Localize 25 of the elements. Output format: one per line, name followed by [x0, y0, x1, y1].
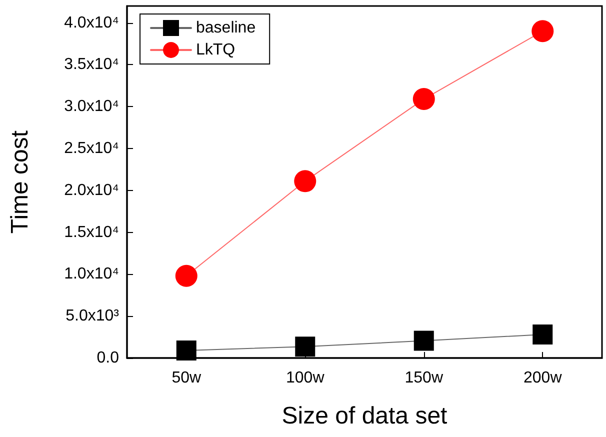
y-axis-title: Time cost	[6, 130, 34, 234]
y-tick-label: 3.5x10⁴	[64, 56, 120, 74]
point	[412, 88, 435, 110]
legend-label: LkTQ	[196, 42, 236, 58]
x-tick-label: 200w	[524, 370, 562, 386]
y-tick-label: 3.0x10⁴	[64, 98, 120, 116]
point	[532, 20, 554, 42]
x-tick-label: 150w	[404, 370, 444, 386]
y-tick-label: 2.5x10⁴	[64, 140, 120, 157]
legend-label: baseline	[196, 20, 256, 36]
x-axis-title: Size of data set	[282, 402, 448, 430]
point	[175, 264, 198, 287]
y-tick-label: 4.0x10⁴	[64, 14, 120, 32]
y-tick-label: 0.0	[96, 350, 120, 366]
y-tick-label: 1.5x10⁴	[64, 224, 120, 241]
point	[295, 336, 316, 357]
y-tick-label: 2.0x10⁴	[64, 182, 120, 199]
y-tick-label: 5.0x10³	[66, 308, 120, 325]
y-tick-label: 1.0x10⁴	[64, 266, 120, 283]
point	[294, 170, 316, 192]
point	[532, 324, 553, 345]
point	[176, 340, 196, 360]
point	[414, 330, 434, 351]
x-tick-label: 100w	[286, 370, 325, 386]
x-tick-label: 50w	[172, 370, 202, 386]
